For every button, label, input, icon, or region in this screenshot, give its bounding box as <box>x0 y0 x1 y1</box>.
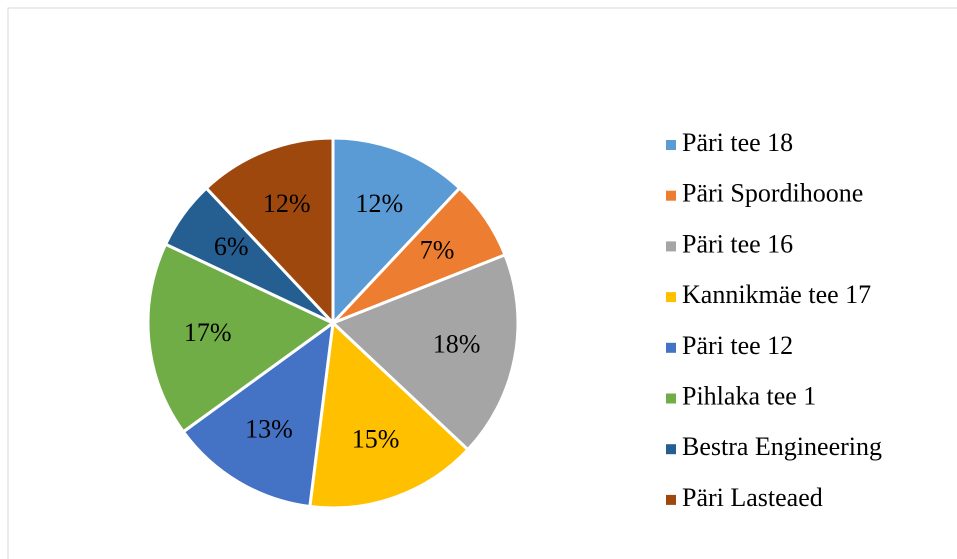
pie-slice <box>308 319 470 510</box>
data-label: 7% <box>420 235 455 264</box>
legend-label: Kannikmäe tee 17 <box>682 280 871 309</box>
legend-swatch <box>666 393 676 404</box>
data-label: 12% <box>355 189 403 218</box>
data-label: 15% <box>352 424 400 453</box>
legend-swatch <box>666 292 676 303</box>
pie-slice <box>146 242 336 434</box>
legend-swatch <box>666 494 676 505</box>
pie-slice <box>204 136 335 327</box>
data-label: 13% <box>245 414 293 443</box>
legend-swatch <box>666 241 676 252</box>
pie-slice <box>331 136 462 327</box>
legend-label: Pihlaka tee 1 <box>682 381 816 410</box>
pie-slice <box>181 319 335 509</box>
legend-swatch <box>666 342 676 353</box>
legend-label: Bestra Engineering <box>682 432 882 461</box>
data-label: 18% <box>433 330 481 359</box>
legend-swatch <box>666 140 676 150</box>
legend-label: Päri tee 16 <box>682 229 793 258</box>
data-label: 6% <box>214 232 249 261</box>
legend-swatch <box>666 190 676 201</box>
legend-swatch <box>666 444 676 455</box>
data-label: 17% <box>184 318 232 347</box>
pie-slice <box>330 252 520 452</box>
data-label: 12% <box>263 189 311 218</box>
legend-label: Päri tee 18 <box>682 128 793 157</box>
legend-label: Päri Lasteaed <box>682 483 823 512</box>
legend-label: Päri Spordihoone <box>682 179 863 208</box>
legend-label: Päri tee 12 <box>682 331 793 360</box>
